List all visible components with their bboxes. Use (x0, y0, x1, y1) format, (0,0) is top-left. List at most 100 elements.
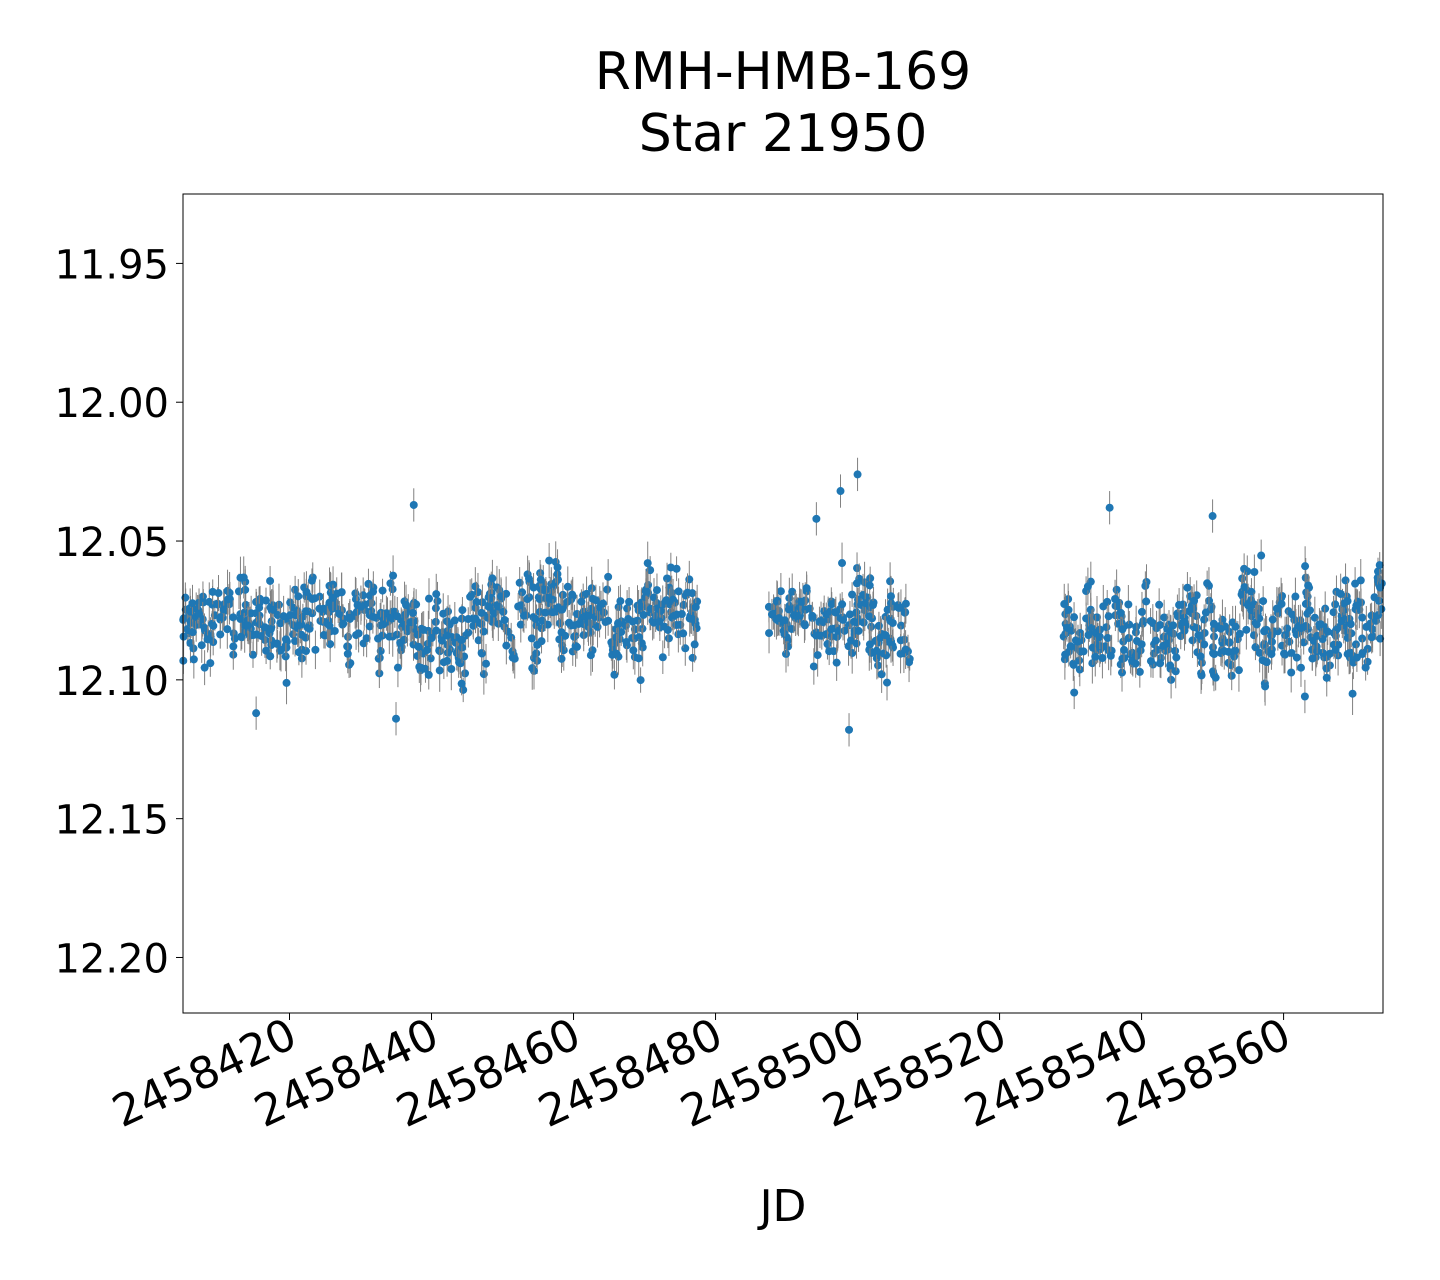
point-marker (1073, 637, 1082, 646)
point-marker (636, 676, 645, 685)
data-point (326, 626, 335, 663)
point-marker (279, 612, 288, 621)
data-point (237, 622, 246, 651)
point-marker (179, 632, 188, 641)
data-point (1120, 633, 1129, 667)
point-marker (188, 599, 197, 608)
point-marker (239, 573, 248, 582)
point-marker (773, 596, 782, 605)
point-marker (1240, 583, 1249, 592)
point-marker (262, 596, 271, 605)
point-marker (681, 644, 690, 653)
data-point (1069, 649, 1078, 681)
x-axis: 2458420245844024584602458480245850024585… (105, 1009, 1298, 1138)
point-marker (260, 623, 269, 632)
point-marker (189, 655, 198, 664)
point-marker (1175, 600, 1184, 609)
point-marker (1132, 622, 1141, 631)
data-point (679, 618, 688, 648)
point-marker (427, 634, 436, 643)
data-point (1376, 621, 1385, 657)
data-point (307, 568, 316, 593)
point-marker (1067, 626, 1076, 635)
point-marker (637, 639, 646, 648)
point-marker (901, 599, 910, 608)
point-marker (839, 615, 848, 624)
point-marker (677, 610, 686, 619)
point-marker (879, 649, 888, 658)
point-marker (1190, 596, 1199, 605)
point-marker (629, 646, 638, 655)
chart-title-line-2: Star 21950 (638, 104, 928, 164)
data-point (832, 644, 841, 681)
point-marker (294, 592, 303, 601)
point-marker (311, 645, 320, 654)
data-point (179, 615, 188, 659)
point-marker (1137, 607, 1146, 616)
point-marker (776, 587, 785, 596)
point-marker (859, 618, 868, 627)
point-marker (535, 595, 544, 604)
data-point (591, 584, 600, 616)
point-marker (199, 598, 208, 607)
data-point (393, 648, 402, 688)
data-point (522, 602, 531, 629)
data-point (409, 488, 418, 522)
point-marker (1287, 668, 1296, 677)
point-marker (1141, 581, 1150, 590)
point-marker (432, 590, 441, 599)
point-marker (848, 649, 857, 658)
data-point (1125, 610, 1134, 639)
point-marker (457, 635, 466, 644)
point-marker (1208, 667, 1217, 676)
point-marker (302, 587, 311, 596)
data-point (1356, 559, 1365, 602)
point-marker (1322, 673, 1331, 682)
point-marker (1136, 646, 1145, 655)
data-point (845, 600, 854, 628)
point-marker (1348, 689, 1357, 698)
point-marker (528, 664, 537, 673)
data-point (206, 649, 215, 677)
point-marker (1139, 616, 1148, 625)
data-point (1060, 583, 1069, 625)
point-marker (502, 589, 511, 598)
point-marker (827, 600, 836, 609)
data-point (328, 584, 337, 611)
point-marker (633, 616, 642, 625)
data-point (281, 622, 290, 657)
point-marker (1095, 633, 1104, 642)
point-marker (1331, 645, 1340, 654)
point-marker (887, 637, 896, 646)
data-point (1095, 624, 1104, 650)
point-marker (586, 651, 595, 660)
point-marker (1118, 625, 1127, 634)
data-point (901, 630, 910, 669)
point-marker (237, 632, 246, 641)
point-marker (266, 576, 275, 585)
point-marker (1336, 589, 1345, 598)
data-point (499, 591, 508, 633)
point-marker (1376, 634, 1385, 643)
point-marker (1124, 600, 1133, 609)
data-point (1210, 638, 1219, 670)
point-marker (188, 628, 197, 637)
point-marker (555, 635, 564, 644)
point-marker (365, 622, 374, 631)
point-marker (541, 585, 550, 594)
point-marker (369, 587, 378, 596)
data-point (1308, 646, 1317, 671)
point-marker (1262, 658, 1271, 667)
point-marker (874, 661, 883, 670)
data-point (414, 628, 423, 666)
point-marker (1341, 576, 1350, 585)
point-marker (262, 646, 271, 655)
data-point (266, 643, 275, 670)
point-marker (690, 640, 699, 649)
data-point (1288, 595, 1297, 634)
point-marker (197, 641, 206, 650)
data-point (1224, 632, 1233, 672)
point-marker (276, 619, 285, 628)
data-point (1171, 630, 1180, 672)
data-point (1287, 637, 1296, 669)
